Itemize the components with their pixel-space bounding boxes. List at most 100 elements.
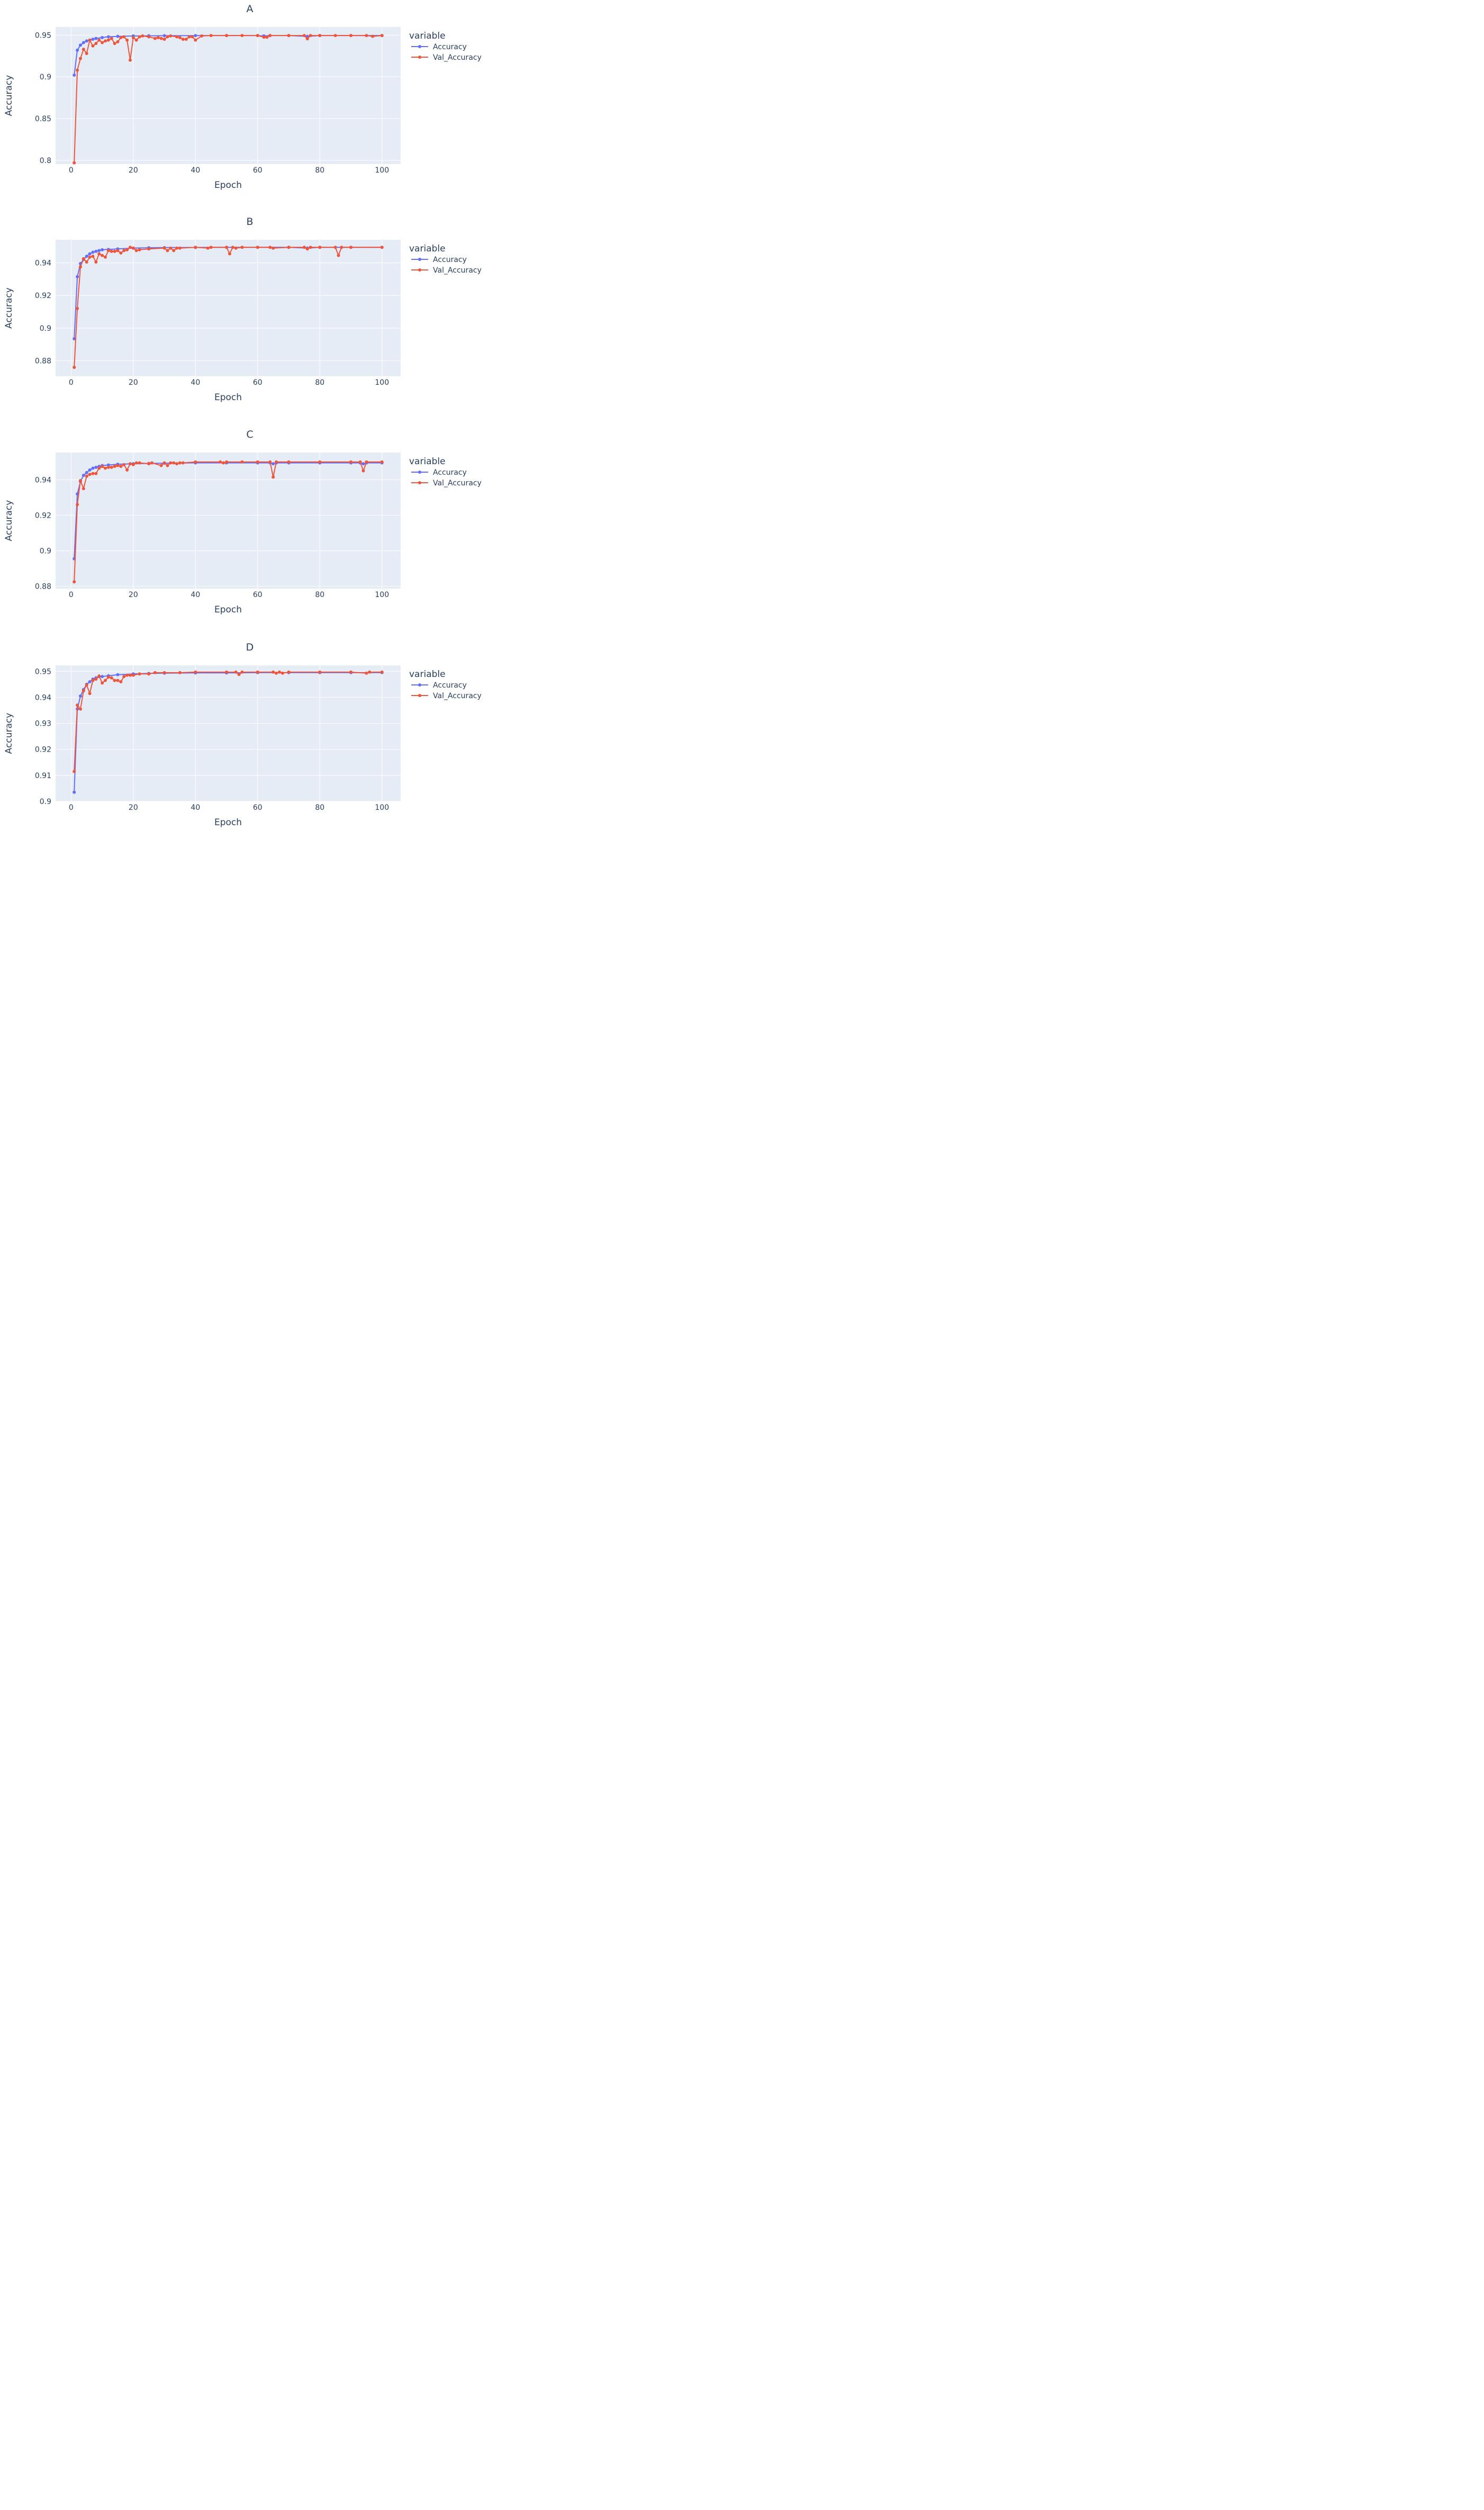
data-point	[131, 246, 135, 250]
data-point	[85, 474, 88, 478]
legend-title: variable	[409, 669, 446, 680]
series-val-accuracy	[73, 670, 384, 773]
data-point	[166, 249, 169, 252]
data-point	[94, 37, 98, 40]
data-point	[94, 260, 98, 264]
data-point	[256, 246, 259, 249]
chart-title: D	[246, 642, 254, 653]
data-point	[272, 462, 275, 466]
legend-swatch-marker	[418, 471, 421, 474]
data-point	[116, 34, 120, 38]
data-point	[191, 35, 194, 39]
data-point	[138, 672, 141, 676]
y-axis-label: Accuracy	[4, 713, 14, 754]
data-point	[78, 694, 82, 698]
data-point	[175, 246, 179, 250]
data-point	[122, 463, 126, 466]
data-point	[169, 461, 173, 465]
y-axis-label: Accuracy	[4, 75, 14, 116]
data-point	[228, 252, 231, 256]
data-point	[97, 674, 101, 678]
data-point	[88, 38, 92, 42]
data-point	[262, 35, 266, 39]
data-point	[73, 770, 76, 773]
data-point	[222, 461, 225, 465]
data-point	[272, 475, 275, 479]
legend-title: variable	[409, 456, 446, 467]
x-tick-label: 40	[191, 591, 200, 599]
data-point	[175, 35, 179, 39]
data-point	[106, 35, 110, 39]
x-tick-label: 60	[253, 378, 263, 387]
chart-panel-c: 0 20 40 60 80 100 0.88 0.9 0.92 0.94 C Epoch Accurac…	[4, 429, 482, 615]
data-point	[73, 337, 76, 341]
data-point	[305, 247, 309, 251]
data-point	[97, 38, 101, 42]
legend-item-label: Val_Accuracy	[433, 479, 482, 487]
data-point	[122, 675, 126, 679]
data-point	[371, 34, 375, 38]
data-point	[106, 675, 110, 679]
data-point	[181, 38, 185, 41]
y-tick-label: 0.9	[40, 324, 51, 333]
data-point	[116, 249, 120, 252]
data-point	[125, 468, 129, 472]
data-point	[116, 673, 120, 676]
data-point	[91, 472, 95, 475]
data-point	[82, 48, 85, 51]
data-point	[265, 35, 269, 39]
data-point	[101, 681, 104, 685]
legend-title: variable	[409, 243, 446, 254]
data-point	[147, 35, 151, 39]
data-point	[166, 464, 169, 467]
data-point	[128, 58, 132, 62]
data-point	[234, 246, 238, 250]
data-point	[272, 246, 275, 250]
y-tick-label: 0.9	[40, 798, 51, 806]
y-tick-label: 0.8	[40, 157, 51, 165]
data-point	[128, 462, 132, 466]
data-point	[97, 466, 101, 470]
data-point	[318, 460, 322, 464]
y-tick-label: 0.95	[35, 31, 51, 40]
data-point	[240, 34, 244, 38]
data-point	[116, 40, 120, 43]
data-point	[94, 465, 98, 469]
x-tick-label: 0	[69, 803, 74, 812]
data-point	[119, 680, 123, 683]
y-tick-label: 0.92	[35, 746, 51, 754]
x-axis-label: Epoch	[214, 604, 242, 615]
data-point	[78, 265, 82, 269]
plot-area	[56, 240, 401, 376]
data-point	[73, 790, 76, 794]
x-tick-label: 100	[375, 378, 389, 387]
data-point	[128, 246, 132, 249]
data-point	[153, 671, 157, 674]
data-point	[76, 68, 79, 72]
data-point	[159, 37, 163, 40]
data-point	[78, 43, 82, 47]
data-point	[380, 670, 384, 674]
data-point	[78, 57, 82, 60]
data-point	[209, 246, 213, 249]
data-point	[340, 246, 343, 249]
chart-panel-a: 0 20 40 60 80 100 0.8 0.85 0.9 0.95 A Epoch Accuracy…	[4, 3, 482, 191]
data-point	[131, 673, 135, 677]
chart-title: C	[246, 429, 253, 440]
data-point	[305, 34, 309, 38]
data-point	[101, 465, 104, 468]
data-point	[122, 249, 126, 252]
series-line	[74, 462, 382, 559]
x-tick-label: 60	[253, 591, 263, 599]
data-point	[194, 670, 197, 674]
y-tick-label: 0.88	[35, 357, 51, 366]
data-point	[94, 472, 98, 475]
y-tick-label: 0.93	[35, 720, 51, 728]
data-point	[272, 670, 275, 674]
data-point	[101, 36, 104, 40]
data-point	[91, 44, 95, 48]
x-tick-label: 100	[375, 591, 389, 599]
data-point	[380, 34, 384, 38]
legend-swatch-marker	[418, 268, 421, 272]
